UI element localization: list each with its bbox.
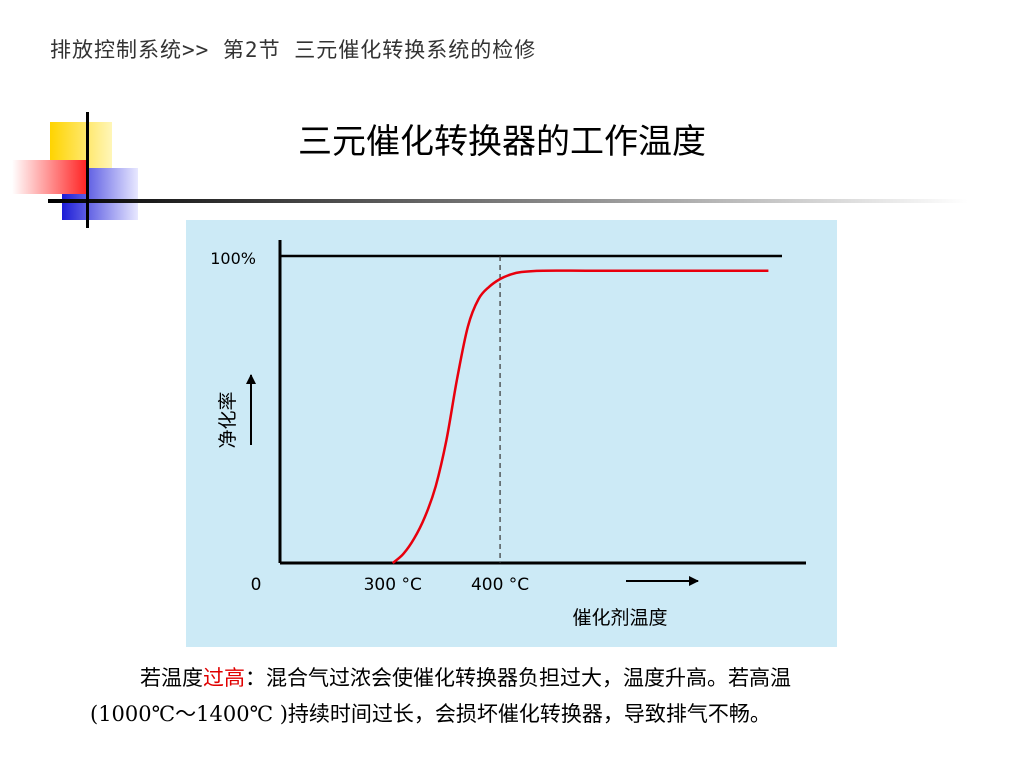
purification-curve	[391, 269, 769, 564]
x-tick-label: 300 °C	[364, 575, 422, 595]
description: 若温度过高：混合气过浓会使催化转换器负担过大，温度升高。若高温 (1000℃～1…	[90, 660, 970, 732]
y-axis-label: 净化率	[217, 391, 239, 448]
x-axis-label: 催化剂温度	[572, 607, 667, 629]
description-line-2: (1000℃～1400℃ )持续时间过长，会损坏催化转换器，导致排气不畅。	[90, 702, 771, 726]
description-text: 若温度	[140, 666, 203, 690]
description-text: ：混合气过浓会使催化转换器负担过大，温度升高。若高温	[245, 666, 791, 690]
purification-rate-chart: 100% 0 300 °C 400 °C 催化剂温度 净化率	[210, 240, 806, 629]
chart-panel: 100% 0 300 °C 400 °C 催化剂温度 净化率	[186, 220, 837, 647]
page-title: 三元催化转换器的工作温度	[298, 122, 706, 162]
breadcrumb: 排放控制系统>> 第2节 三元催化转换系统的检修	[50, 38, 537, 62]
x-tick-label: 400 °C	[471, 575, 529, 595]
y-tick-label: 0	[251, 575, 262, 595]
y-tick-label: 100%	[210, 249, 256, 268]
description-line-1: 若温度过高：混合气过浓会使催化转换器负担过大，温度升高。若高温	[90, 660, 970, 696]
highlight-text: 过高	[203, 666, 245, 690]
